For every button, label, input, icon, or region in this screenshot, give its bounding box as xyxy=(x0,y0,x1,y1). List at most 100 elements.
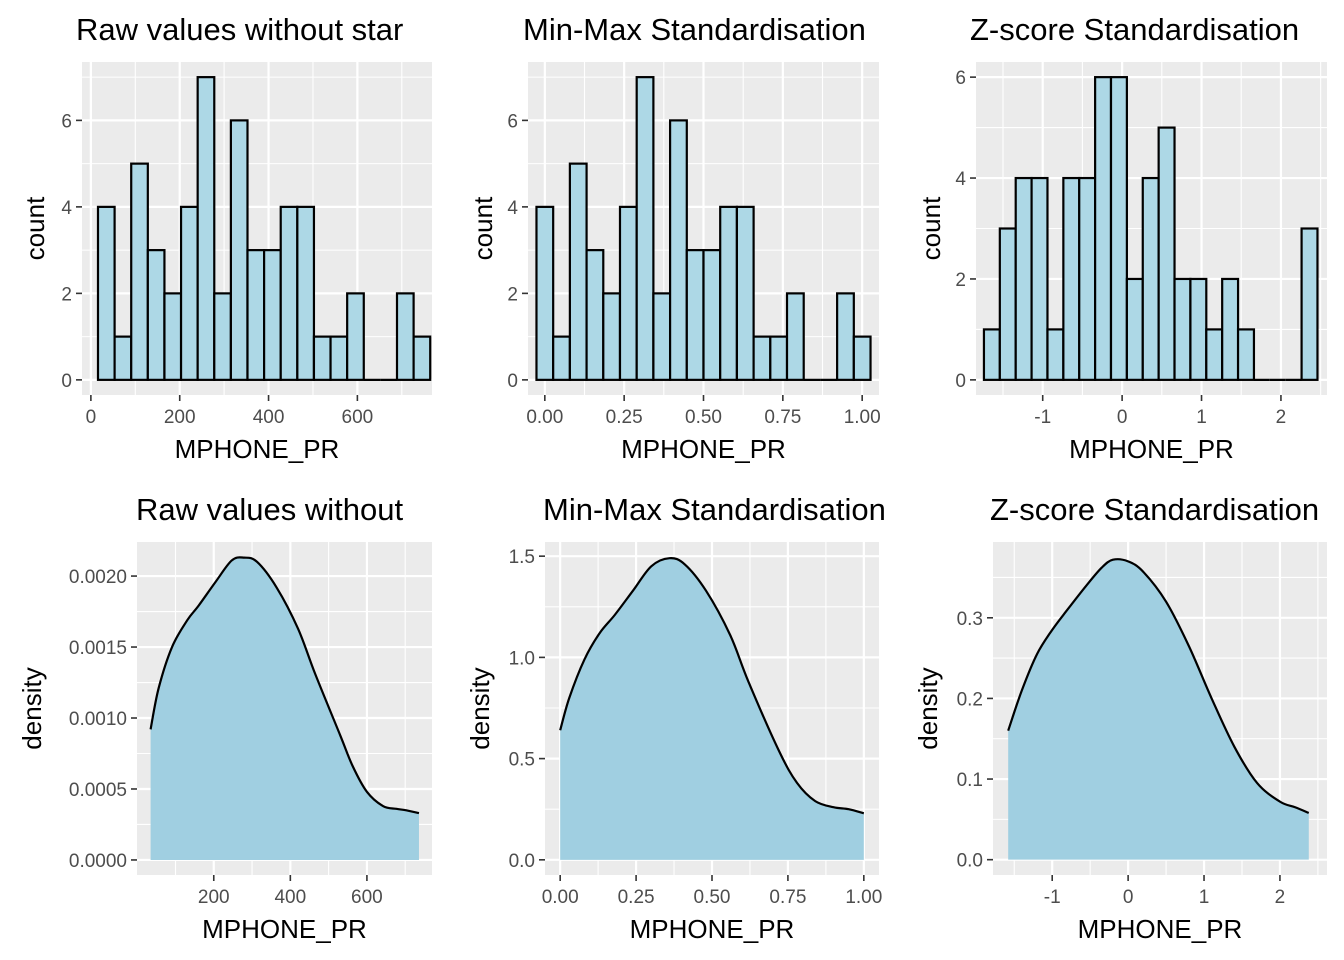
x-tick-label: 0 xyxy=(1123,887,1134,908)
x-tick-label: 0 xyxy=(1117,407,1128,428)
x-tick-label: 400 xyxy=(274,887,306,908)
x-tick-label: 0.75 xyxy=(769,887,806,908)
histogram-bar xyxy=(552,335,571,381)
y-tick-label: 1.0 xyxy=(509,648,535,669)
x-tick-label: 1 xyxy=(1196,407,1207,428)
y-tick-label: 0.0 xyxy=(509,851,535,872)
chart-panel-6: -1 0 1 2 0.0 0.1 0.2 0.3 MPHONE_PR density Z-score… xyxy=(913,492,1327,944)
density-area xyxy=(560,558,864,860)
density-curve xyxy=(1007,558,1310,814)
x-tick-label: 0.25 xyxy=(606,407,643,428)
y-tick-label: 4 xyxy=(61,198,72,219)
chart-panel-5: 0.00 0.25 0.50 0.75 1.00 0.0 0.5 1.0 1.5 MPHONE_P… xyxy=(465,492,886,944)
histogram-bar xyxy=(1062,176,1081,381)
histogram-bar xyxy=(1078,176,1097,381)
histogram-bar xyxy=(769,335,789,381)
x-tick-label: 0.25 xyxy=(618,887,655,908)
x-tick-label: 1 xyxy=(1199,887,1210,908)
histogram-bar xyxy=(1030,176,1049,381)
chart-title: Raw values without star xyxy=(76,12,403,47)
histogram-bar xyxy=(246,249,266,381)
chart-panel-3: -1 0 1 2 0 2 4 6 MPHONE_PR count Z-score Standardi… xyxy=(916,12,1327,464)
y-axis-title: density xyxy=(465,667,495,749)
histogram-bar xyxy=(568,162,588,381)
histogram-bar xyxy=(146,249,166,381)
x-tick-label: 0.50 xyxy=(694,887,731,908)
x-tick-label: -1 xyxy=(1044,887,1061,908)
histogram-bar xyxy=(229,119,249,381)
x-tick-label: 2 xyxy=(1275,887,1286,908)
histogram-bar xyxy=(752,335,772,381)
y-axis-title: count xyxy=(468,196,498,260)
y-tick-label: 2 xyxy=(507,284,518,305)
density-area xyxy=(1008,559,1309,860)
histogram-bar xyxy=(635,76,655,381)
x-tick-label: -1 xyxy=(1034,407,1051,428)
x-tick-label: 1.00 xyxy=(844,407,881,428)
histogram-bar xyxy=(852,335,872,381)
histogram-bar xyxy=(395,292,415,381)
y-tick-label: 0.3 xyxy=(957,609,983,630)
histogram-bar xyxy=(312,335,332,381)
x-tick-label: 200 xyxy=(198,887,230,908)
x-tick-label: 0.50 xyxy=(685,407,722,428)
histogram-bar xyxy=(535,205,555,381)
chart-panel-1: 0 200 400 600 0 2 4 6 MPHONE_PR count Raw values w… xyxy=(20,12,432,464)
chart-title: Z-score Standardisation xyxy=(970,12,1299,47)
y-tick-label: 6 xyxy=(61,111,72,132)
density-curve xyxy=(559,557,865,815)
x-axis-title: MPHONE_PR xyxy=(630,914,795,944)
histogram-bar xyxy=(618,205,638,381)
y-tick-label: 0 xyxy=(507,371,518,392)
histogram-bar xyxy=(1189,277,1208,381)
y-tick-label: 0.5 xyxy=(509,750,535,771)
histogram-bar xyxy=(1221,277,1240,381)
x-tick-label: 600 xyxy=(351,887,383,908)
y-tick-label: 0.0000 xyxy=(69,851,127,872)
histogram-bar xyxy=(602,292,622,381)
x-axis-title: MPHONE_PR xyxy=(621,434,786,464)
histogram-bar xyxy=(1046,328,1065,381)
chart-title: Min-Max Standardisation xyxy=(523,12,866,47)
y-tick-label: 4 xyxy=(955,169,966,190)
y-tick-label: 6 xyxy=(955,68,966,89)
histogram-bar xyxy=(279,205,299,381)
histogram-bar xyxy=(719,205,739,381)
x-axis-title: MPHONE_PR xyxy=(1078,914,1243,944)
x-tick-label: 0 xyxy=(86,407,97,428)
x-tick-label: 2 xyxy=(1276,407,1287,428)
histogram-bar xyxy=(585,249,605,381)
histogram-bar xyxy=(130,162,149,381)
histogram-bar xyxy=(685,249,705,381)
y-axis-title: density xyxy=(17,667,47,749)
histogram-bar xyxy=(163,292,183,381)
y-tick-label: 0.0010 xyxy=(69,709,127,730)
y-tick-label: 6 xyxy=(507,111,518,132)
histogram-bar xyxy=(836,292,855,381)
histogram-bar xyxy=(668,119,688,381)
y-tick-label: 0.0005 xyxy=(69,780,127,801)
x-axis-title: MPHONE_PR xyxy=(1069,434,1234,464)
histogram-bar xyxy=(1205,328,1224,381)
chart-panel-2: 0.00 0.25 0.50 0.75 1.00 0 2 4 6 MPHONE_PR count Mi… xyxy=(468,12,881,464)
histogram-bar xyxy=(702,249,722,381)
histogram-bar xyxy=(1173,277,1192,381)
density-area xyxy=(150,557,419,860)
y-axis-title: count xyxy=(916,196,946,260)
histogram-bar xyxy=(213,292,232,381)
chart-title: Min-Max Standardisation xyxy=(543,492,886,527)
x-tick-label: 1.00 xyxy=(845,887,882,908)
histogram-bar xyxy=(998,227,1017,381)
histogram-bar xyxy=(1014,176,1033,381)
x-tick-label: 0.75 xyxy=(764,407,801,428)
histogram-bar xyxy=(329,335,349,381)
histogram-bar xyxy=(735,205,755,381)
x-tick-label: 200 xyxy=(164,407,196,428)
y-tick-label: 0 xyxy=(955,371,966,392)
chart-panel-4: 200 400 600 0.0000 0.0005 0.0010 0.0015 0.0020 M… xyxy=(17,492,432,944)
x-tick-label: 0.00 xyxy=(526,407,563,428)
histogram-bar xyxy=(113,335,133,381)
histogram-bar xyxy=(412,335,432,381)
y-tick-label: 0.0020 xyxy=(69,567,127,588)
chart-title: Z-score Standardisation xyxy=(990,492,1319,527)
